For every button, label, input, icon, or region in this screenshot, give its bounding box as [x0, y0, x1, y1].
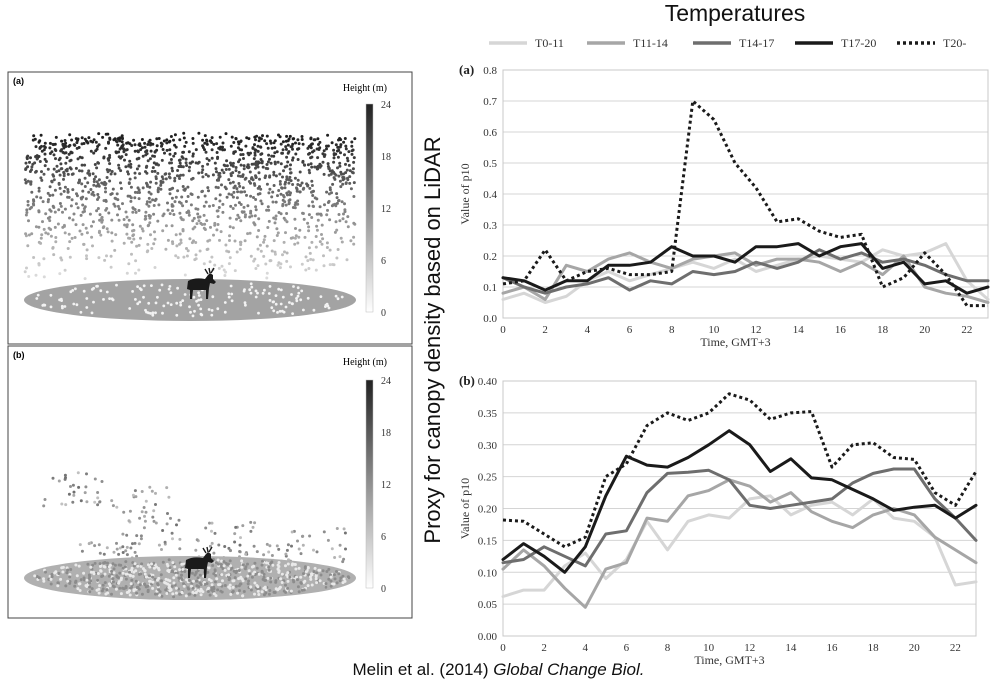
- height-tick-label: 12: [381, 480, 391, 491]
- lidar-panel-b-legend-title: Height (m): [343, 357, 387, 368]
- lidar-panels: (a) Height (m) 24 18 12 6 0 (b) Height (m) 2…: [7, 71, 413, 619]
- y-tick-label: 0.35: [478, 408, 498, 420]
- y-tick-label: 0.2: [483, 251, 497, 263]
- x-tick-label: 0: [500, 324, 506, 336]
- y-tick-label: 0.40: [478, 376, 498, 388]
- x-tick-label: 14: [793, 324, 805, 336]
- y-tick-label: 0.4: [483, 189, 497, 201]
- height-tick-label: 12: [381, 204, 391, 215]
- x-tick-label: 14: [785, 642, 797, 654]
- x-tick-label: 12: [744, 642, 755, 654]
- citation-authors: Melin et al. (2014): [352, 660, 494, 679]
- series-line-T17-20: [501, 242, 990, 295]
- height-color-bar: [365, 103, 374, 313]
- chart-panel-label: (a): [459, 62, 474, 77]
- y-tick-label: 0.10: [478, 567, 498, 579]
- series-line-T11-14: [501, 251, 990, 304]
- lidar-panel-b-label: (b): [13, 350, 25, 360]
- plot-frame: [502, 380, 977, 637]
- x-tick-label: 16: [827, 642, 839, 654]
- height-tick-label: 6: [381, 532, 386, 543]
- x-tick-label: 12: [751, 324, 762, 336]
- legend-label-T11-14: T11-14: [633, 36, 668, 50]
- x-tick-label: 16: [835, 324, 847, 336]
- citation-journal: Global Change Biol.: [493, 660, 645, 679]
- chart-panel-label: (b): [459, 373, 475, 388]
- height-color-bar: [365, 379, 374, 589]
- temperatures-title: Temperatures: [664, 0, 806, 26]
- y-tick-label: 0.5: [483, 158, 497, 170]
- x-axis-label: Time, GMT+3: [700, 335, 770, 349]
- lidar-panel-a-height-scale: 24 18 12 6 0: [365, 100, 391, 319]
- chart-a: 0.0 0.1 0.2 0.3 0.4 0.5 0.6 0.7 0.8 0 2 4 6 8 10 12 14 16…: [458, 62, 990, 349]
- x-tick-label: 2: [542, 324, 548, 336]
- height-tick-label: 24: [381, 376, 391, 387]
- series-line-T11-14: [501, 478, 978, 609]
- legend-label-T17-20: T17-20: [841, 36, 876, 50]
- proxy-axis-label: Proxy for canopy density based on LiDAR: [420, 136, 445, 544]
- lidar-panel-b-ground-points: [33, 557, 351, 599]
- legend-label-T14-17: T14-17: [739, 36, 774, 50]
- x-tick-label: 2: [541, 642, 547, 654]
- height-tick-label: 6: [381, 256, 386, 267]
- lidar-panel-a: (a) Height (m) 24 18 12 6 0: [7, 71, 413, 345]
- x-tick-label: 0: [500, 642, 506, 654]
- height-tick-label: 24: [381, 100, 391, 111]
- lidar-panel-a-ground-points: [35, 282, 344, 318]
- moose-b-icon: [185, 546, 214, 578]
- series-line-T17-20: [501, 429, 978, 574]
- legend: T0-11 T11-14 T14-17 T17-20 T20-: [489, 36, 966, 50]
- x-tick-label: 10: [708, 324, 720, 336]
- x-tick-label: 4: [585, 324, 591, 336]
- x-tick-label: 20: [919, 324, 931, 336]
- series-line-T0-11: [501, 494, 978, 598]
- series-line-T20-: [502, 99, 988, 308]
- height-tick-label: 18: [381, 152, 391, 163]
- legend-label-T0-11: T0-11: [535, 36, 564, 50]
- lidar-panel-a-points: [23, 131, 357, 281]
- y-tick-label: 0.05: [478, 599, 498, 611]
- series-line-T0-11: [501, 242, 990, 304]
- y-tick-label: 0.15: [478, 535, 498, 547]
- lidar-panel-b-height-scale: 24 18 12 6 0: [365, 376, 391, 595]
- height-tick-label: 0: [381, 308, 386, 319]
- x-tick-label: 10: [703, 642, 715, 654]
- x-tick-label: 20: [909, 642, 921, 654]
- y-tick-label: 0.7: [483, 96, 497, 108]
- y-tick-label: 0.0: [483, 313, 497, 325]
- height-tick-label: 18: [381, 428, 391, 439]
- y-axis-label: Value of p10: [458, 163, 472, 224]
- series-line-T14-17: [501, 248, 990, 295]
- y-axis-label: Value of p10: [458, 478, 472, 539]
- lidar-panel-b: (b) Height (m) 24 18 12 6 0: [7, 345, 413, 619]
- chart-b: 0.00 0.05 0.10 0.15 0.20 0.25 0.30 0.35 0.40 0 2 4 6…: [458, 373, 978, 667]
- series-line-T14-17: [501, 467, 978, 568]
- series-line-T20-: [502, 392, 978, 549]
- y-tick-label: 0.20: [478, 504, 498, 516]
- x-tick-label: 18: [877, 324, 889, 336]
- plot-frame: [502, 69, 989, 319]
- y-tick-label: 0.6: [483, 127, 497, 139]
- x-tick-label: 8: [669, 324, 675, 336]
- moose-a-icon: [187, 267, 216, 299]
- x-tick-label: 4: [583, 642, 589, 654]
- y-tick-label: 0.00: [478, 631, 498, 643]
- x-tick-label: 18: [868, 642, 880, 654]
- legend-label-T20-: T20-: [943, 36, 966, 50]
- x-tick-label: 6: [627, 324, 633, 336]
- y-tick-label: 0.1: [483, 282, 497, 294]
- x-tick-label: 22: [961, 324, 972, 336]
- y-tick-label: 0.30: [478, 440, 498, 452]
- y-tick-label: 0.8: [483, 65, 497, 77]
- citation: Melin et al. (2014) Global Change Biol.: [0, 660, 997, 680]
- x-tick-label: 22: [950, 642, 961, 654]
- lidar-panel-a-legend-title: Height (m): [343, 83, 387, 94]
- y-tick-label: 0.3: [483, 220, 497, 232]
- x-tick-label: 6: [624, 642, 630, 654]
- lidar-panel-a-label: (a): [13, 76, 24, 86]
- height-tick-label: 0: [381, 584, 386, 595]
- y-tick-label: 0.25: [478, 472, 498, 484]
- x-tick-label: 8: [665, 642, 671, 654]
